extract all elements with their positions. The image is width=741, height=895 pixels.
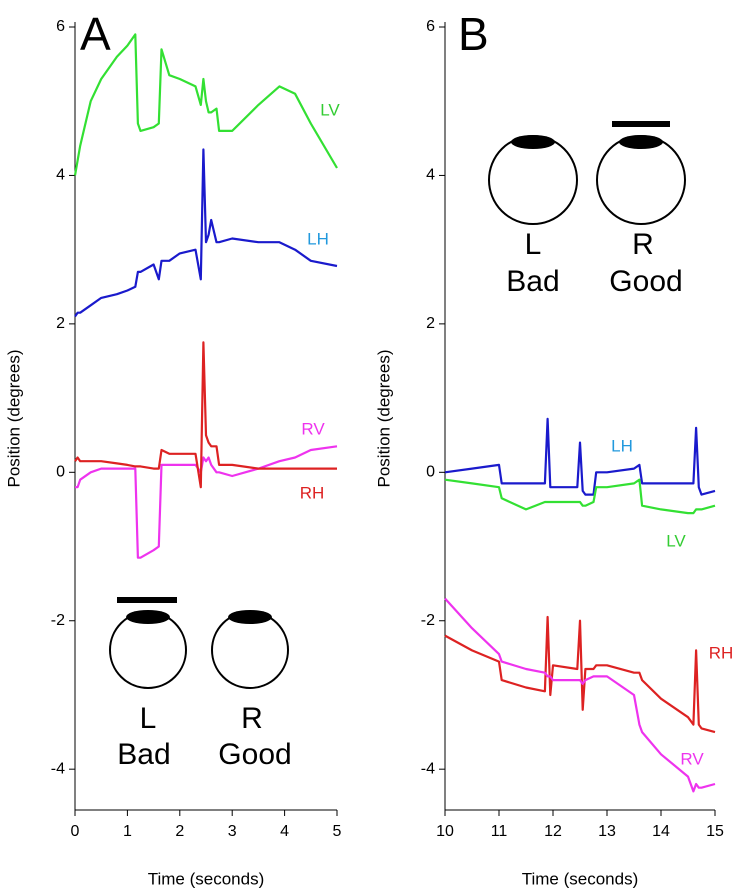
y-tick-label: -4	[51, 760, 65, 777]
panel-label: A	[80, 8, 111, 60]
data-line	[444, 615, 716, 734]
x-tick-label: 15	[706, 823, 724, 840]
x-tick-label: 13	[598, 823, 616, 840]
x-axis-label: Time (seconds)	[148, 869, 265, 888]
y-axis-label: Position (degrees)	[4, 350, 23, 488]
eye-diagram-a: L Bad R Good	[109, 597, 292, 771]
data-line	[74, 341, 337, 489]
data-line	[74, 148, 338, 318]
series-label: LH	[611, 436, 633, 455]
y-tick-label: 4	[426, 167, 435, 184]
pupil	[619, 135, 663, 149]
series-label: LH	[307, 229, 329, 248]
y-tick-label: -4	[421, 760, 435, 777]
series-label: RH	[709, 643, 734, 662]
x-tick-label: 5	[333, 823, 342, 840]
y-tick-label: -2	[51, 612, 65, 629]
x-tick-label: 3	[228, 823, 237, 840]
series-label: RV	[680, 749, 704, 768]
data-line	[73, 33, 338, 176]
pupil	[126, 610, 170, 624]
eye-label: L	[525, 228, 542, 261]
eye-status: Bad	[506, 265, 559, 298]
y-tick-label: 2	[426, 315, 435, 332]
data-line	[444, 478, 716, 515]
eye-diagram-b: L Bad R Good	[488, 121, 686, 298]
y-tick-label: -2	[421, 612, 435, 629]
x-tick-label: 4	[280, 823, 289, 840]
x-tick-label: 1	[123, 823, 132, 840]
x-tick-label: 10	[436, 823, 454, 840]
x-tick-label: 14	[652, 823, 670, 840]
y-tick-label: 0	[56, 464, 65, 481]
eye-status: Bad	[117, 738, 170, 771]
series-label: RH	[300, 483, 325, 502]
x-tick-label: 2	[175, 823, 184, 840]
eye-status: Good	[609, 265, 682, 298]
x-axis-label: Time (seconds)	[522, 869, 639, 888]
y-tick-label: 6	[56, 18, 65, 35]
eye-label: L	[140, 702, 157, 735]
y-tick-label: 2	[56, 315, 65, 332]
y-tick-label: 4	[56, 167, 65, 184]
eye-label: R	[241, 702, 263, 735]
eye-label: R	[632, 228, 654, 261]
eye-status: Good	[218, 738, 291, 771]
eye	[488, 135, 578, 225]
data-line	[444, 417, 716, 496]
series-label: RV	[301, 419, 325, 438]
x-tick-label: 11	[491, 823, 508, 840]
pupil	[228, 610, 272, 624]
x-tick-label: 12	[544, 823, 562, 840]
data-line	[75, 445, 338, 559]
series-label: LV	[666, 531, 686, 550]
y-tick-label: 0	[426, 464, 435, 481]
data-line	[444, 597, 716, 793]
eye	[596, 135, 686, 225]
panel-label: B	[458, 8, 489, 60]
y-axis-label: Position (degrees)	[374, 350, 393, 488]
x-tick-label: 0	[71, 823, 80, 840]
pupil	[511, 135, 555, 149]
series-label: LV	[320, 100, 340, 119]
y-tick-label: 6	[426, 18, 435, 35]
